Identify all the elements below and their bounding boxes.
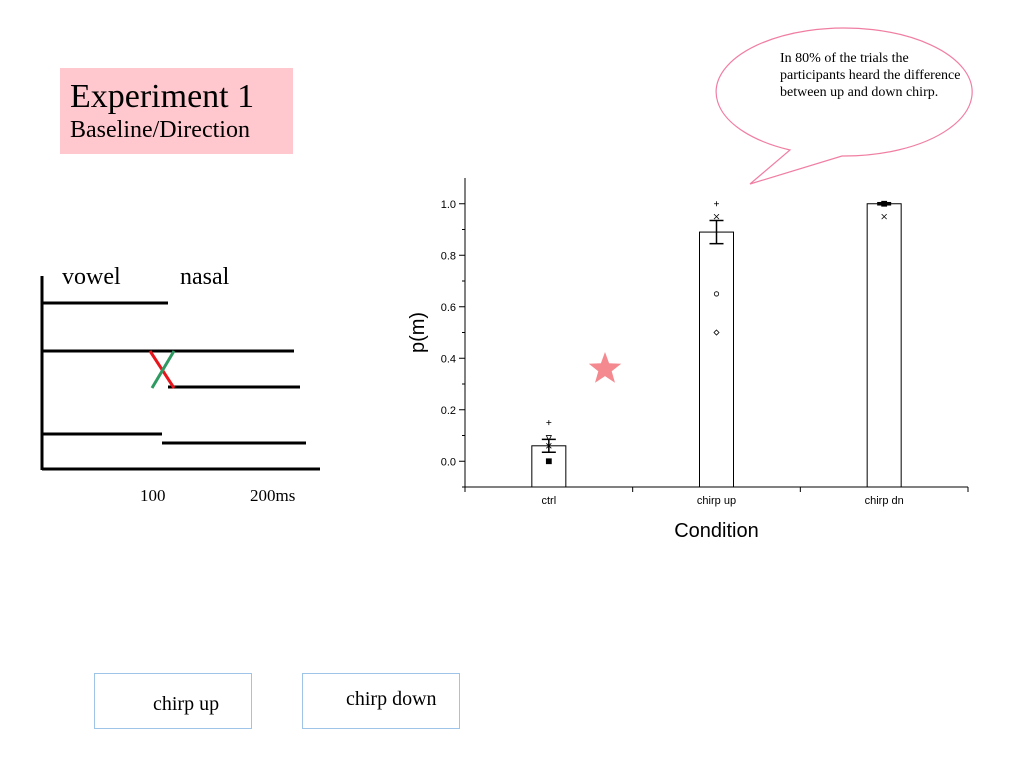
callout-text: In 80% of the trials the participants he… [780,51,961,100]
chirp-up-mark [150,350,176,389]
x-tick-label: ctrl [541,495,556,507]
bar [699,231,734,488]
x-axis-label: Condition [674,520,759,542]
y-tick-label: 0.8 [441,250,456,262]
data-point [713,291,720,297]
y-tick-label: 0.6 [441,302,456,314]
legend-chirp-down: chirp down [302,673,460,729]
data-point [545,458,552,465]
star-icon [588,352,622,383]
data-point [713,329,720,336]
data-point [546,443,552,449]
data-point [546,420,552,426]
data-point [881,200,888,207]
title-box: Experiment 1 Baseline/Direction [60,68,293,154]
data-point [714,201,719,207]
title-sub: Baseline/Direction [70,117,250,143]
nasal-label: nasal [180,264,230,290]
tick-100-label: 100 [140,486,166,505]
y-axis-label: p(m) [407,312,429,353]
legend-chirp-down-label: chirp down [346,688,437,710]
x-tick-label: chirp up [697,495,736,507]
data-point [545,435,552,442]
timeline-diagram [40,276,320,471]
legend-chirp-up: chirp up [94,673,252,729]
legend-chirp-up-label: chirp up [153,693,220,715]
bar [866,203,902,488]
data-point [713,213,720,220]
speech-bubble [715,27,973,185]
y-tick-label: 0.0 [441,456,456,468]
x-tick-label: chirp dn [865,495,904,507]
y-tick-label: 0.2 [441,405,456,417]
tick-200-label: 200ms [250,486,296,505]
data-point [881,213,887,220]
y-tick-label: 1.0 [441,199,456,211]
y-tick-label: 0.4 [441,353,456,365]
title-main: Experiment 1 [70,78,255,115]
vowel-label: vowel [62,264,121,290]
